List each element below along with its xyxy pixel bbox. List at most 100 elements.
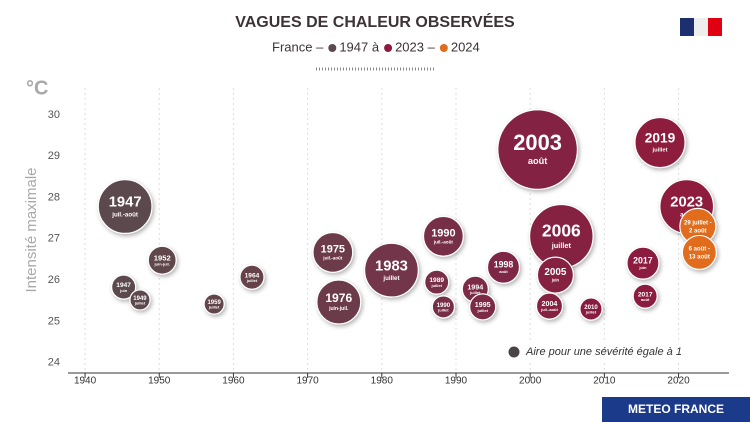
bubble-label: 1990 (437, 302, 451, 309)
legend-label: 2024 (451, 39, 480, 54)
bubble (97, 179, 153, 234)
bubble-label: 2004 (542, 300, 558, 308)
bubble-label: 1952 (154, 253, 171, 262)
bubble-label: 1983 (375, 258, 408, 274)
logo (680, 18, 722, 36)
bubble (681, 234, 717, 270)
x-tick-label: 1980 (371, 376, 394, 387)
bubble-label: 1964 (245, 272, 260, 279)
bubble-label: 2023 (670, 195, 703, 211)
bubble-sublabel: juil.-août (540, 307, 558, 312)
bubble-label: 2017 (638, 291, 653, 298)
bubble-sublabel: juin (551, 278, 560, 283)
bubble-sublabel: juin-juil. (154, 262, 170, 267)
bubble-label: 1989 (429, 277, 444, 284)
legend-swatch (439, 44, 448, 52)
bubble-label: 1976 (325, 291, 352, 305)
bubble-label: 2019 (645, 131, 676, 146)
size-legend-bubble (507, 345, 521, 359)
x-tick-label: 2000 (519, 376, 542, 387)
bubble-label: 1947 (116, 282, 131, 289)
bubble-sublabel: juin-juil. (328, 306, 349, 312)
bubble (497, 109, 578, 190)
bubble (535, 292, 564, 320)
bubble-sublabel: juillet (134, 300, 146, 305)
bubble (431, 295, 456, 319)
bubble-sublabel: juil.-août (111, 211, 138, 218)
bubble (111, 274, 137, 300)
bubble-label: 2003 (513, 130, 562, 155)
x-tick-label: 1990 (445, 376, 468, 387)
bubble-label: 2005 (544, 267, 566, 278)
legend-label: France – (272, 39, 324, 54)
size-legend-label: Aire pour une sévérité égale à 1 (525, 346, 682, 358)
chart-title: VAGUES DE CHALEUR OBSERVÉES (235, 12, 515, 31)
legend-label: 2023 – (395, 39, 436, 54)
bubble-sublabel: août (641, 297, 650, 302)
bubble (469, 293, 497, 321)
bubble-label: 1949 (133, 296, 147, 302)
y-tick-label: 24 (48, 357, 60, 369)
bubble (147, 245, 177, 275)
bubble-sublabel: août (499, 269, 508, 274)
bubble-label: 2006 (542, 221, 581, 241)
bubble (422, 215, 464, 257)
y-unit: °C (26, 77, 48, 99)
bubble-sublabel: juillet (208, 304, 220, 309)
bubble-sublabel: juillet (469, 290, 481, 295)
bubble-sublabel: juin (638, 265, 647, 270)
bubble (579, 297, 603, 321)
bubble (424, 269, 450, 295)
x-tick-label: 2020 (667, 376, 690, 387)
y-tick-label: 26 (48, 274, 60, 286)
bubble (486, 250, 521, 284)
y-tick-label: 29 (48, 150, 60, 162)
bubble-label: 29 juillet -2 août (684, 220, 712, 234)
x-tick-label: 2010 (593, 376, 616, 387)
bubble-label: 1995 (475, 301, 491, 309)
bubble-sublabel: août (528, 156, 547, 166)
bubble (632, 283, 658, 309)
x-tick-label: 1970 (296, 376, 319, 387)
bubble (634, 116, 686, 169)
bubble (203, 293, 225, 315)
bubble-sublabel: juillet (246, 278, 258, 283)
y-tick-label: 27 (48, 233, 60, 245)
x-tick-label: 1940 (74, 376, 97, 387)
y-tick-label: 28 (48, 191, 60, 203)
bubble-sublabel: juillet (585, 309, 597, 314)
footer-badge (602, 397, 750, 422)
bubble (536, 256, 575, 294)
bubble (129, 289, 151, 311)
bubble-sublabel: juillet (476, 308, 488, 313)
bubble-sublabel: juillet (382, 275, 399, 282)
bubble-label: 1975 (321, 244, 345, 256)
x-tick-label: 1960 (222, 376, 245, 387)
bubble-sublabel: juil.-août (322, 256, 343, 261)
bubble-sublabel: juil.-août (433, 240, 454, 245)
bubble-sublabel: juin (119, 288, 128, 293)
legend-swatch (328, 44, 337, 52)
bubble-label: 1947 (109, 195, 142, 211)
bubble-label: 2010 (584, 304, 598, 311)
y-tick-label: 25 (48, 315, 60, 327)
bubble-label: 6 août -13 août (689, 246, 710, 260)
bubble-label: 1998 (494, 259, 514, 269)
bubble-sublabel: juillet (437, 307, 449, 312)
bubble (364, 242, 419, 298)
bubble-label: 1994 (467, 283, 483, 291)
bubble-label: 1959 (207, 300, 221, 306)
x-tick-label: 1950 (148, 376, 171, 387)
y-tick-label: 30 (48, 109, 60, 121)
bubble-sublabel: juillet (430, 283, 442, 288)
bubble-sublabel: juillet (651, 148, 667, 154)
bubble-sublabel: juillet (551, 241, 572, 250)
bubble (626, 246, 660, 280)
footer-brand: METEO FRANCE (628, 402, 724, 416)
y-axis-title: Intensité maximale (23, 167, 40, 292)
bubble (239, 264, 265, 290)
bubble (312, 231, 354, 273)
legend-label: 1947 à (339, 39, 380, 54)
